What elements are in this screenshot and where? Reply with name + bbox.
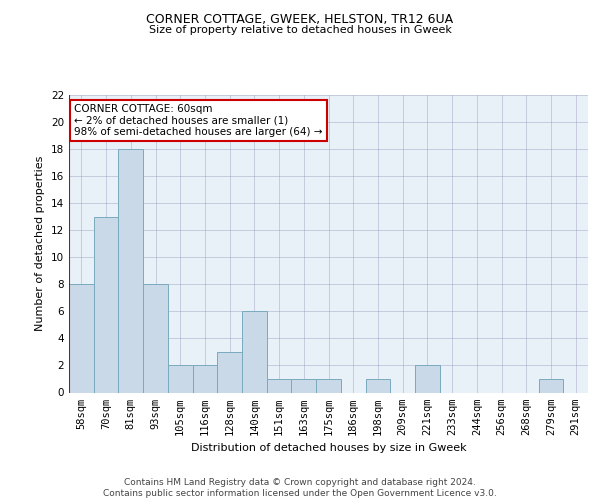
Bar — [365, 379, 390, 392]
Bar — [316, 379, 341, 392]
Y-axis label: Number of detached properties: Number of detached properties — [35, 156, 46, 332]
Bar — [168, 366, 193, 392]
Text: Size of property relative to detached houses in Gweek: Size of property relative to detached ho… — [149, 25, 451, 35]
Bar — [143, 284, 168, 393]
Bar — [539, 379, 563, 392]
Bar — [217, 352, 242, 393]
X-axis label: Distribution of detached houses by size in Gweek: Distribution of detached houses by size … — [191, 443, 466, 453]
Text: Contains HM Land Registry data © Crown copyright and database right 2024.
Contai: Contains HM Land Registry data © Crown c… — [103, 478, 497, 498]
Bar — [118, 149, 143, 392]
Bar — [193, 366, 217, 392]
Text: CORNER COTTAGE: 60sqm
← 2% of detached houses are smaller (1)
98% of semi-detach: CORNER COTTAGE: 60sqm ← 2% of detached h… — [74, 104, 323, 137]
Bar — [69, 284, 94, 393]
Text: CORNER COTTAGE, GWEEK, HELSTON, TR12 6UA: CORNER COTTAGE, GWEEK, HELSTON, TR12 6UA — [146, 12, 454, 26]
Bar — [94, 216, 118, 392]
Bar — [292, 379, 316, 392]
Bar — [267, 379, 292, 392]
Bar — [415, 366, 440, 392]
Bar — [242, 312, 267, 392]
